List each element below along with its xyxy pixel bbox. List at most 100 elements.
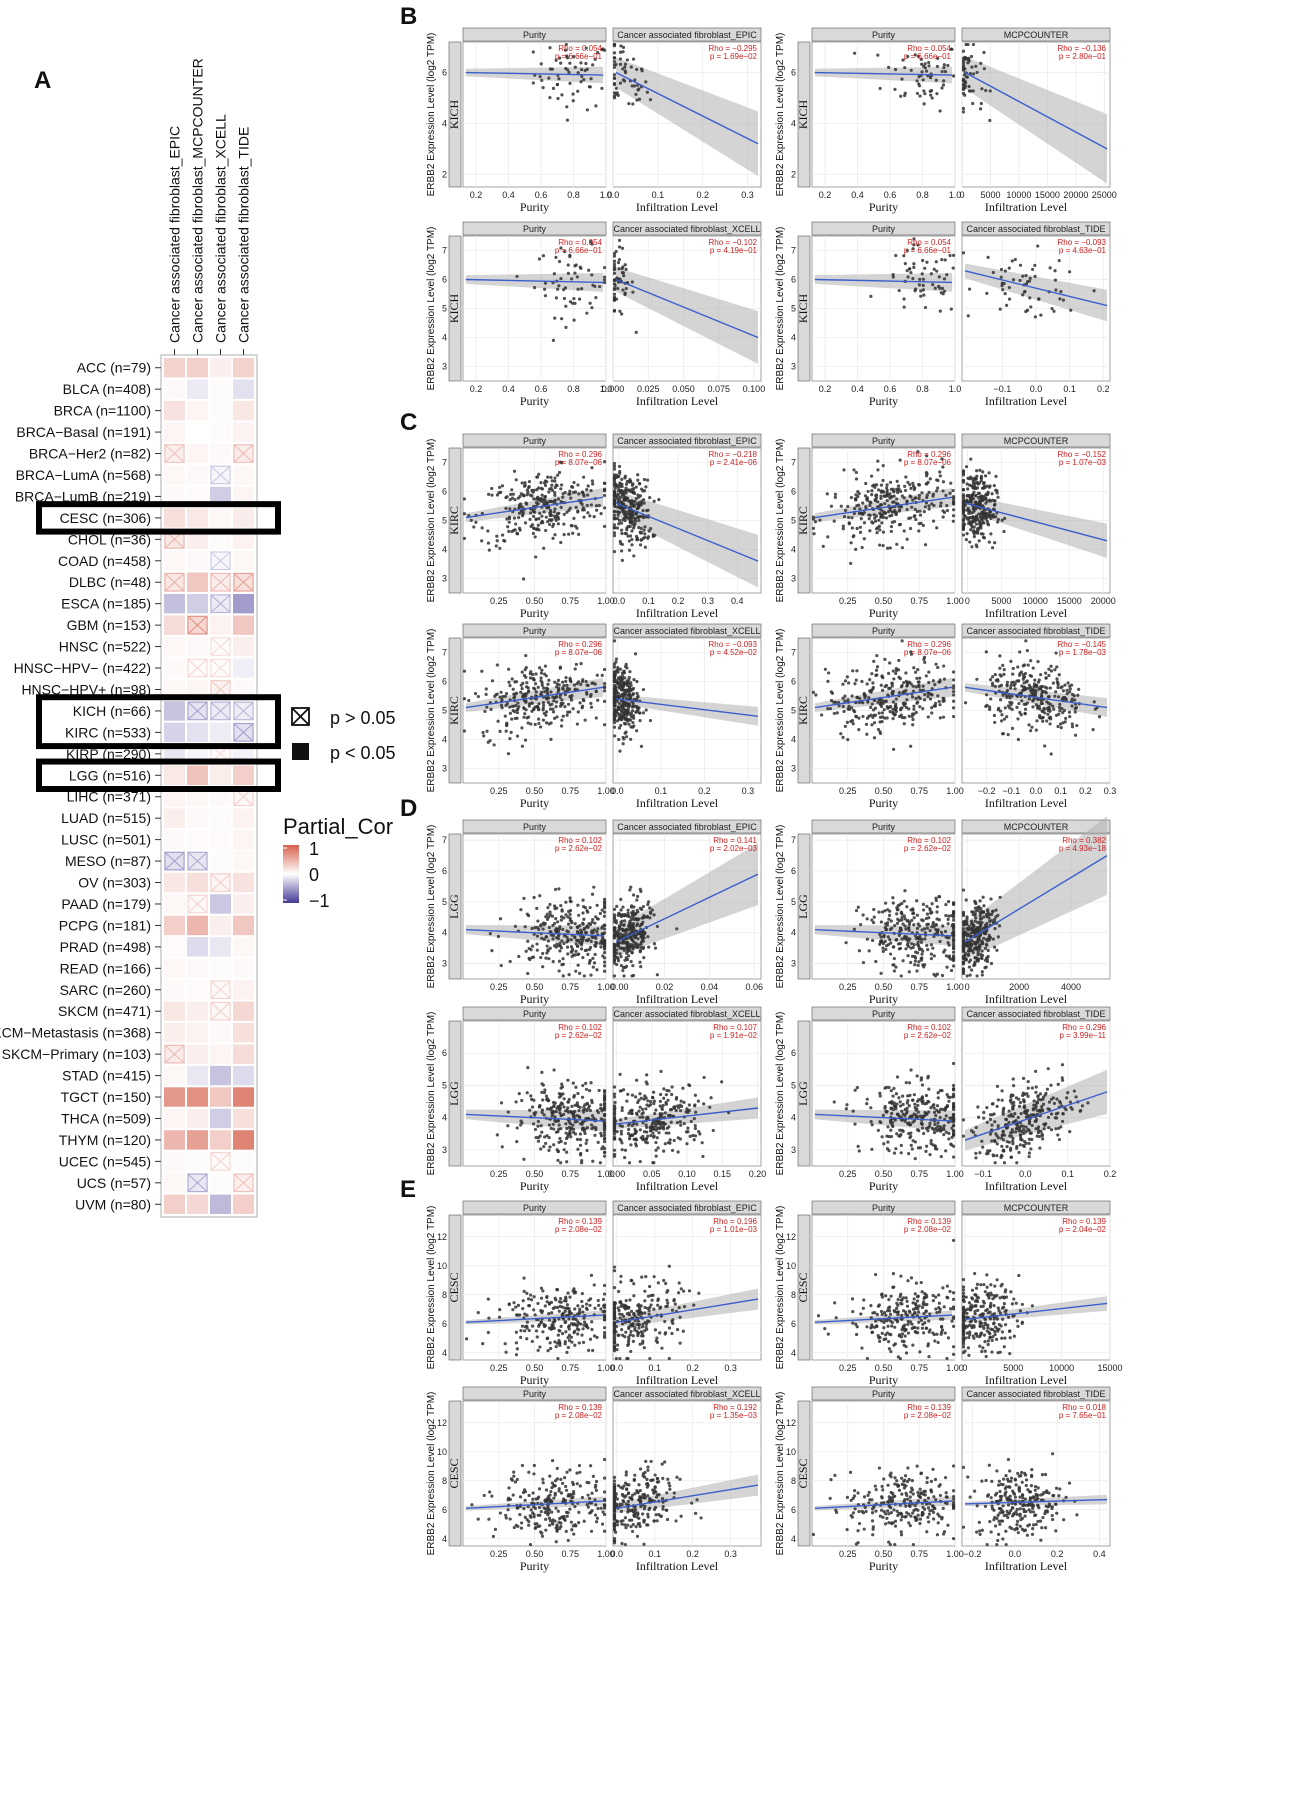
scatter-point xyxy=(516,496,520,500)
stat-p: p = 8.07e−06 xyxy=(904,458,952,467)
heatmap-cell xyxy=(164,551,185,571)
scatter-point xyxy=(988,118,992,123)
scatter-point xyxy=(852,927,856,931)
scatter-point xyxy=(853,507,857,511)
scatter-point xyxy=(915,701,919,705)
scatter-point xyxy=(619,963,623,968)
heatmap-cell-cross xyxy=(210,637,231,656)
scatter-point xyxy=(625,701,629,705)
scatter-point xyxy=(602,689,607,693)
scatter-point xyxy=(527,479,532,484)
scatter-point xyxy=(615,496,620,500)
scatter-point xyxy=(918,676,922,680)
confidence-band xyxy=(615,267,759,364)
scatter-point xyxy=(618,952,622,956)
scatter-point xyxy=(602,681,607,686)
scatter-point xyxy=(899,489,903,494)
scatter-point xyxy=(1001,663,1005,667)
confidence-band xyxy=(814,66,953,84)
row-strip-label: KIRC xyxy=(447,696,461,725)
scatter-point xyxy=(891,669,895,673)
scatter-point xyxy=(870,492,874,497)
scatter-point xyxy=(890,520,894,524)
scatter-point xyxy=(556,497,561,501)
scatter-point xyxy=(924,916,928,921)
stat-rho: Rho = 0.054 xyxy=(907,238,951,247)
scatter-point xyxy=(547,925,551,930)
scatter-point xyxy=(987,471,991,475)
scatter-point xyxy=(621,913,625,917)
scatter-point xyxy=(614,714,618,718)
scatter-point xyxy=(612,907,617,912)
heatmap-cell xyxy=(233,379,254,399)
trend-line xyxy=(814,71,953,76)
scatter-point xyxy=(621,905,625,909)
row-strip xyxy=(797,447,811,594)
scatter-point xyxy=(896,484,901,488)
scatter-point xyxy=(591,931,595,935)
scatter-point xyxy=(579,941,583,945)
scatter-point xyxy=(641,904,646,909)
scatter-point xyxy=(630,951,634,955)
scatter-point xyxy=(637,97,642,101)
scatter-point xyxy=(1025,679,1029,683)
scatter-point xyxy=(506,525,510,529)
scatter-point xyxy=(921,258,925,263)
scatter-point xyxy=(594,716,598,720)
scatter-point xyxy=(575,1137,580,1142)
scatter-point xyxy=(925,260,929,264)
scatter-point xyxy=(879,935,883,939)
x-tick-label: 0.0 xyxy=(613,596,626,606)
x-tick-label: 0.2 xyxy=(1079,786,1092,796)
scatter-point xyxy=(614,660,618,664)
scatter-point xyxy=(551,536,555,540)
scatter-point xyxy=(621,67,625,71)
y-tick-label: 7 xyxy=(791,835,796,845)
heatmap-cell xyxy=(164,765,185,785)
scatter-point xyxy=(997,924,1002,928)
scatter-point xyxy=(929,943,933,947)
scatter-point xyxy=(631,102,635,106)
scatter-point xyxy=(582,928,586,932)
scatter-point xyxy=(615,483,619,488)
scatter-point xyxy=(916,667,920,672)
scatter-point xyxy=(854,470,858,475)
scatter-point xyxy=(548,902,552,907)
scatter-point xyxy=(977,937,981,941)
heatmap-row-label: MESO (n=87) xyxy=(65,853,151,869)
scatter-point xyxy=(535,475,539,479)
y-tick-label: 7 xyxy=(791,458,796,468)
scatter-point xyxy=(634,485,638,489)
scatter-point xyxy=(926,715,930,719)
scatter-point xyxy=(1013,682,1017,686)
scatter-point xyxy=(561,927,565,932)
scatter-point xyxy=(501,694,505,699)
x-tick-label: 0.6 xyxy=(535,190,548,200)
scatter-point xyxy=(612,467,617,471)
heatmap-cell xyxy=(210,1022,231,1043)
y-tick-label: 3 xyxy=(442,362,447,372)
scatter-point xyxy=(616,93,620,97)
scatter-point xyxy=(531,514,536,519)
scatter-point xyxy=(572,516,576,520)
scatter-point xyxy=(938,286,942,290)
scatter-point xyxy=(532,527,537,531)
scatter-point xyxy=(535,948,539,952)
scatter-point xyxy=(891,273,895,277)
scatter-point xyxy=(546,905,550,910)
scatter-point xyxy=(562,522,566,526)
scatter-point xyxy=(612,509,617,513)
scatter-point xyxy=(596,927,600,931)
scatter-point xyxy=(476,694,480,699)
scatter-point xyxy=(923,937,927,941)
scatter-point xyxy=(533,682,538,686)
scatter-point xyxy=(515,710,520,715)
scatter-point xyxy=(916,450,920,454)
scatter-point xyxy=(637,495,641,499)
scatter-point xyxy=(868,503,872,508)
scatter-point xyxy=(582,515,586,519)
scatter-point xyxy=(951,690,956,694)
scatter-point xyxy=(617,911,621,915)
scatter-point xyxy=(534,672,538,676)
heatmap-cell xyxy=(187,915,208,936)
